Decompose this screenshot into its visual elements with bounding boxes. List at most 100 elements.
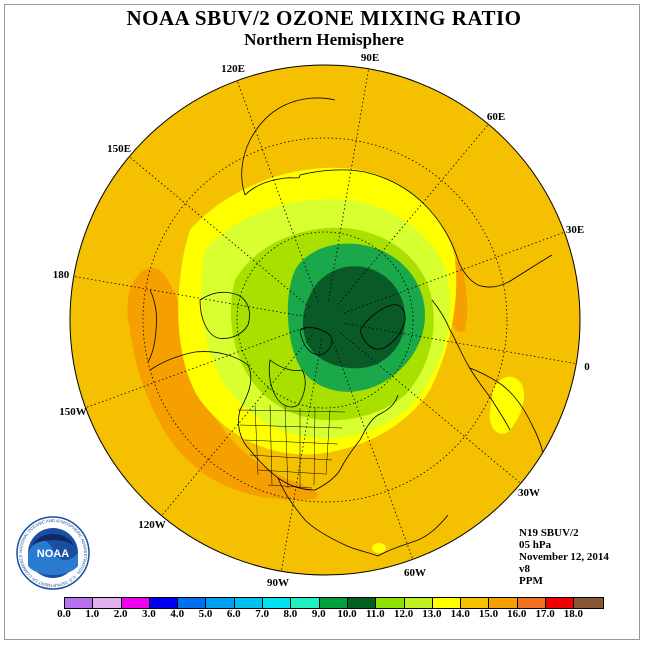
colorbar-segment bbox=[178, 598, 207, 608]
colorbar-tick-label: 16.0 bbox=[507, 608, 527, 620]
logo-text: NOAA bbox=[37, 548, 69, 560]
colorbar-tick-label: 15.0 bbox=[478, 608, 499, 620]
colorbar-tick-label: 12.0 bbox=[393, 608, 414, 620]
colorbar-segment bbox=[121, 598, 150, 608]
meridian-line bbox=[73, 275, 306, 317]
info-satellite: N19 SBUV/2 bbox=[519, 527, 579, 539]
colorbar-segment bbox=[517, 598, 547, 608]
colorbar-segment bbox=[234, 598, 264, 608]
colorbar-segment bbox=[376, 598, 405, 608]
lon-label-180: 180 bbox=[53, 269, 70, 281]
field-yellow-spot-south bbox=[372, 543, 386, 553]
colorbar-tick-label: 6.0 bbox=[226, 608, 241, 620]
colorbar-segment bbox=[461, 598, 490, 608]
colorbar-tick-label: 10.0 bbox=[337, 608, 357, 620]
lon-label-150w: 150W bbox=[59, 406, 87, 418]
page-subtitle: Northern Hemisphere bbox=[244, 30, 404, 49]
field-orange-band bbox=[127, 268, 319, 500]
colorbar-tick-label: 8.0 bbox=[283, 608, 298, 620]
meridian-line bbox=[340, 332, 522, 484]
meridian-line bbox=[337, 123, 489, 305]
colorbar-tick-label: 3.0 bbox=[142, 608, 156, 620]
graticule bbox=[73, 68, 577, 572]
colorbar-tick-label: 5.0 bbox=[198, 608, 213, 620]
coastline-africa bbox=[469, 367, 546, 471]
colorbar-tick-label: 13.0 bbox=[422, 608, 442, 620]
colorbar-segment bbox=[149, 598, 179, 608]
coastline-east-asia bbox=[241, 97, 336, 196]
meridian-line bbox=[344, 323, 577, 365]
meridian-lines bbox=[73, 68, 577, 572]
page-title: NOAA SBUV/2 OZONE MIXING RATIO bbox=[126, 6, 522, 30]
lon-label-60w: 60W bbox=[404, 567, 426, 579]
colorbar-tick-label: 14.0 bbox=[450, 608, 470, 620]
noaa-logo: NOAA NATIONAL OCEANIC AND ATMOSPHERIC AD… bbox=[16, 516, 90, 590]
latitude-circle-60n bbox=[236, 231, 414, 409]
colorbar-segment bbox=[432, 598, 462, 608]
meridian-line bbox=[343, 231, 565, 314]
info-version: v8 bbox=[519, 563, 530, 575]
colorbar-tick-label: 17.0 bbox=[535, 608, 555, 620]
meridian-line bbox=[236, 80, 319, 302]
meridian-line bbox=[328, 68, 370, 301]
colorbar bbox=[64, 597, 604, 609]
colorbar-tick-label: 2.0 bbox=[113, 608, 128, 620]
coastline-kamchatka bbox=[147, 289, 158, 363]
ozone-field bbox=[70, 65, 580, 575]
lon-label-150e: 150E bbox=[107, 143, 131, 155]
colorbar-tick-label: 7.0 bbox=[255, 608, 269, 620]
coastline-arctic-islands bbox=[299, 327, 333, 356]
colorbar-segment bbox=[65, 598, 94, 608]
colorbar-segment bbox=[404, 598, 433, 608]
info-level: 05 hPa bbox=[519, 539, 552, 551]
logo-gull bbox=[32, 534, 74, 546]
coastline-siberia bbox=[244, 174, 301, 196]
colorbar-tick-label: 11.0 bbox=[365, 608, 385, 620]
field-dark-green-core bbox=[302, 266, 406, 369]
coastlines bbox=[147, 97, 553, 557]
lon-label-0: 0 bbox=[584, 361, 590, 373]
latitude-circle-30n bbox=[142, 137, 508, 503]
coastline-south-america bbox=[377, 514, 449, 557]
field-yellow-spot-east bbox=[489, 376, 525, 434]
colorbar-tick-label: 9.0 bbox=[311, 608, 326, 620]
coastline-central-america bbox=[277, 477, 379, 557]
lon-label-120w: 120W bbox=[138, 519, 166, 531]
longitude-labels: 90E 60E 30E 0 30W 60W 90W 120W 150W 180 … bbox=[53, 52, 591, 589]
colorbar-tick-label: 0.0 bbox=[57, 608, 71, 620]
state-lines-horizontal bbox=[237, 409, 346, 489]
meridian-line bbox=[280, 339, 322, 572]
colorbar-segment bbox=[546, 598, 575, 608]
coastline-hudson-bay bbox=[268, 359, 306, 408]
us-state-borders bbox=[237, 404, 346, 489]
coastline-alaska bbox=[199, 291, 250, 339]
colorbar-tick-label: 18.0 bbox=[563, 608, 584, 620]
lon-label-120e: 120E bbox=[221, 63, 245, 75]
figure-frame bbox=[4, 4, 640, 640]
colorbar-segment bbox=[291, 598, 320, 608]
colorbar-segment bbox=[319, 598, 348, 608]
state-lines-vertical bbox=[254, 404, 331, 489]
lon-label-90e: 90E bbox=[361, 52, 379, 64]
info-block: N19 SBUV/2 05 hPa November 12, 2014 v8 P… bbox=[519, 527, 609, 587]
lon-label-30e: 30E bbox=[566, 224, 584, 236]
info-units: PPM bbox=[519, 575, 543, 587]
colorbar-segment bbox=[347, 598, 377, 608]
logo-wave bbox=[28, 540, 78, 575]
lon-label-30w: 30W bbox=[518, 487, 540, 499]
colorbar-segment bbox=[93, 598, 122, 608]
coastline-europe bbox=[431, 299, 511, 431]
colorbar-tick-labels: 0.0 1.0 2.0 3.0 4.0 5.0 6.0 7.0 8.0 9.0 10.0 11.0 12… bbox=[52, 608, 612, 622]
info-date: November 12, 2014 bbox=[519, 551, 609, 563]
coastline-asia bbox=[299, 169, 553, 288]
lon-label-60e: 60E bbox=[487, 111, 505, 123]
colorbar-tick-label: 4.0 bbox=[170, 608, 185, 620]
colorbar-tick-label: 1.0 bbox=[85, 608, 100, 620]
lon-label-90w: 90W bbox=[267, 577, 289, 589]
colorbar-segment bbox=[206, 598, 235, 608]
meridian-line bbox=[85, 326, 307, 409]
colorbar-segment bbox=[489, 598, 518, 608]
colorbar-segment bbox=[574, 598, 603, 608]
map-boundary-circle bbox=[69, 64, 581, 576]
